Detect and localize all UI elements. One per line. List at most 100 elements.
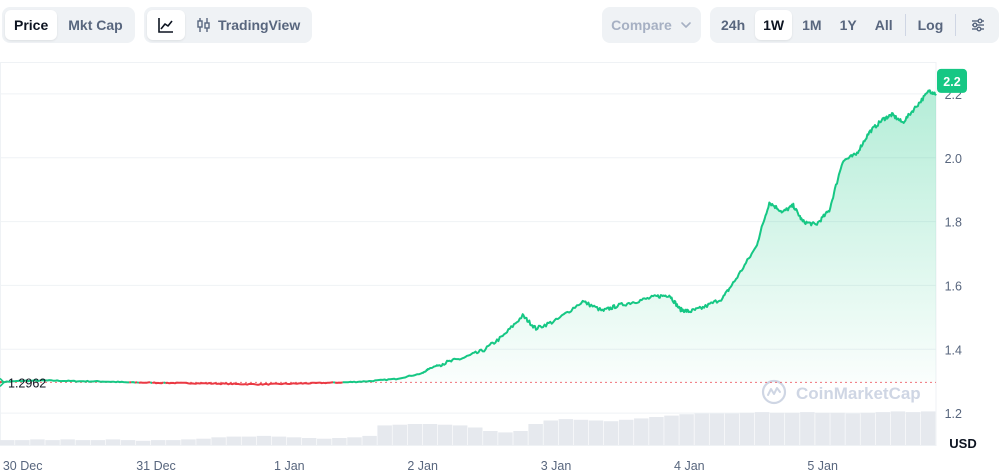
volume-bar — [905, 412, 921, 445]
range-1y[interactable]: 1Y — [839, 17, 857, 33]
toolbar-divider — [904, 14, 906, 36]
volume-bar — [875, 412, 891, 445]
x-tick-label: 1 Jan — [274, 459, 305, 473]
chevron-down-icon — [681, 22, 691, 28]
y-tick-label: 1.4 — [945, 343, 962, 357]
candlestick-icon — [197, 18, 210, 32]
volume-bar — [196, 438, 211, 445]
volume-bar — [498, 432, 513, 445]
log-scale-button[interactable]: Log — [917, 17, 944, 33]
y-tick-label: 1.8 — [945, 216, 962, 230]
price-line-segment — [138, 381, 151, 384]
volume-bar — [135, 440, 151, 445]
sliders-icon — [972, 18, 985, 32]
range-24h[interactable]: 24h — [721, 17, 746, 33]
volume-bar — [754, 412, 770, 445]
x-tick-label: 4 Jan — [674, 459, 705, 473]
volume-bar — [226, 436, 241, 445]
coinmarketcap-watermark: CoinMarketCap — [761, 379, 921, 405]
volume-bar — [724, 413, 740, 445]
volume-bar — [603, 421, 619, 445]
volume-bar — [150, 440, 166, 445]
price-line-segment — [0, 380, 3, 384]
volume-bar — [830, 412, 845, 445]
volume-bar — [422, 424, 438, 445]
tab-mkt-cap[interactable]: Mkt Cap — [68, 17, 123, 33]
volume-bar — [15, 440, 30, 445]
price-area-fill — [373, 90, 937, 383]
range-1m[interactable]: 1M — [802, 17, 822, 33]
chart-settings-button[interactable] — [960, 10, 996, 40]
price-line-segment — [334, 381, 343, 384]
time-range-toggle: 24h 1W 1M 1Y All Log — [710, 7, 1000, 43]
volume-bar — [347, 437, 362, 445]
volume-bar — [271, 436, 287, 445]
volume-bar — [377, 425, 392, 445]
volume-bar — [407, 424, 423, 445]
volume-bars — [0, 411, 936, 445]
volume-bar — [890, 411, 906, 445]
range-all[interactable]: All — [874, 17, 893, 33]
price-chart-svg[interactable]: CoinMarketCap 1.29621.21.41.61.82.02.22.… — [0, 62, 1000, 476]
volume-bar — [649, 417, 664, 445]
chart-toolbar: Price Mkt Cap TradingView Compare 24h — [0, 0, 1000, 50]
price-line-segment — [136, 381, 140, 384]
volume-bar — [785, 412, 800, 445]
volume-bar — [90, 440, 106, 445]
price-chart[interactable]: CoinMarketCap 1.2962 1.2 1.4 1.6 1.8 2.0 2.2 2.… — [0, 62, 1000, 476]
tradingview-button[interactable]: TradingView — [187, 10, 309, 40]
current-price-badge — [937, 68, 967, 93]
volume-bar — [241, 436, 257, 445]
volume-bar — [483, 431, 498, 445]
volume-bar — [634, 418, 649, 445]
volume-bar — [558, 419, 574, 445]
watermark-text: CoinMarketCap — [796, 384, 921, 403]
x-tick-label: 3 Jan — [541, 459, 572, 473]
price-line-segment — [165, 381, 334, 386]
volume-bar — [211, 437, 226, 445]
volume-bar — [815, 412, 830, 445]
volume-bar — [694, 413, 709, 445]
x-tick-label: 30 Dec — [3, 459, 43, 473]
chart-type-toggle: TradingView — [144, 7, 313, 43]
coinmarketcap-logo-icon — [761, 379, 787, 405]
volume-bar — [618, 419, 634, 445]
price-line-segment — [131, 381, 136, 384]
volume-bar — [362, 435, 377, 445]
volume-bar — [709, 413, 725, 445]
volume-bar — [513, 431, 528, 445]
volume-bar — [528, 424, 543, 445]
price-line-segment — [149, 381, 153, 385]
baseline-label: 1.2962 — [8, 376, 46, 390]
volume-bar — [286, 437, 302, 445]
price-line-segment — [163, 381, 166, 385]
volume-bar — [468, 427, 483, 445]
toolbar-divider — [955, 14, 957, 36]
range-1w[interactable]: 1W — [755, 10, 793, 40]
y-tick-label: 1.6 — [945, 279, 962, 293]
price-line-segment — [342, 89, 937, 384]
baseline-marker — [0, 377, 6, 387]
price-line — [0, 89, 937, 386]
volume-bar — [543, 420, 558, 445]
volume-bar — [317, 438, 332, 445]
volume-bar — [845, 413, 860, 445]
line-chart-icon — [158, 18, 173, 33]
metric-toggle: Price Mkt Cap — [2, 7, 135, 43]
volume-bar — [45, 440, 60, 445]
volume-bar — [920, 411, 936, 445]
y-tick-label: 2.0 — [945, 152, 962, 166]
volume-bar — [301, 438, 317, 445]
compare-dropdown[interactable]: Compare — [602, 7, 701, 43]
price-area — [373, 90, 937, 383]
volume-bar — [739, 412, 755, 445]
volume-bar — [75, 440, 90, 445]
x-tick-label: 2 Jan — [407, 459, 438, 473]
volume-bar — [332, 438, 347, 445]
volume-bar — [181, 439, 196, 445]
line-chart-button[interactable] — [147, 10, 185, 40]
tab-price[interactable]: Price — [5, 10, 58, 40]
volume-bar — [452, 425, 468, 445]
price-line-segment — [1, 379, 130, 384]
